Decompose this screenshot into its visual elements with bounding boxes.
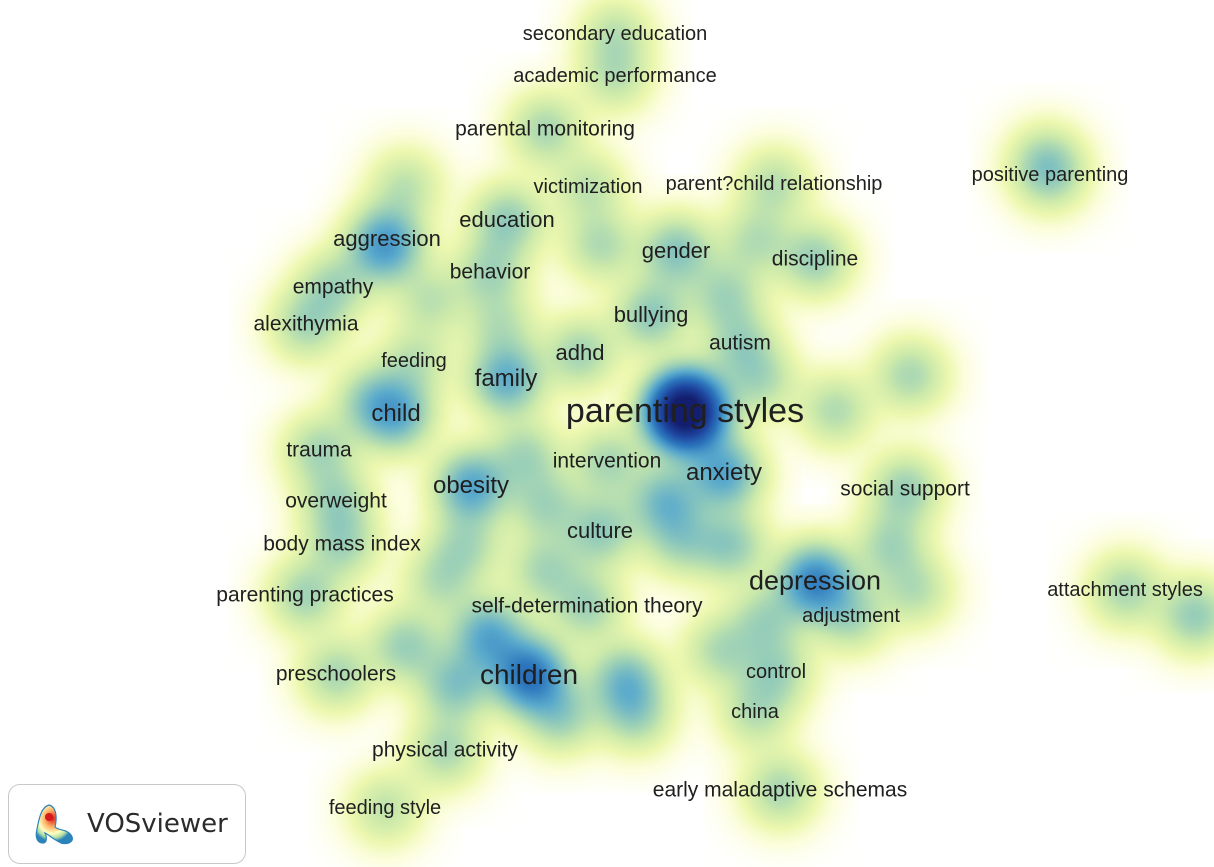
term-parenting-styles[interactable]: parenting styles <box>565 392 805 430</box>
app-name: VOSviewer <box>87 809 228 839</box>
term-secondary-education[interactable]: secondary education <box>522 23 708 45</box>
term-self-determination-theory[interactable]: self-determination theory <box>471 594 703 618</box>
term-children[interactable]: children <box>479 659 579 690</box>
term-adjustment[interactable]: adjustment <box>802 605 900 627</box>
term-attachment-styles[interactable]: attachment styles <box>1047 579 1203 601</box>
term-bullying[interactable]: bullying <box>613 302 689 327</box>
term-victimization[interactable]: victimization <box>533 176 643 198</box>
term-trauma[interactable]: trauma <box>286 438 352 462</box>
term-discipline[interactable]: discipline <box>771 247 859 271</box>
term-empathy[interactable]: empathy <box>292 275 374 299</box>
term-feeding-style[interactable]: feeding style <box>328 797 442 819</box>
term-china[interactable]: china <box>731 701 779 723</box>
term-autism[interactable]: autism <box>709 331 771 355</box>
term-adhd[interactable]: adhd <box>555 340 605 365</box>
term-parenting-practices[interactable]: parenting practices <box>216 583 394 607</box>
vosviewer-logo: VOSviewer <box>8 784 246 864</box>
term-anxiety[interactable]: anxiety <box>685 459 763 486</box>
term-preschoolers[interactable]: preschoolers <box>275 662 397 686</box>
term-obesity[interactable]: obesity <box>432 472 510 499</box>
term-parental-monitoring[interactable]: parental monitoring <box>455 117 635 141</box>
term-gender[interactable]: gender <box>641 238 711 263</box>
term-early-maladaptive-schemas[interactable]: early maladaptive schemas <box>652 778 908 802</box>
term-social-support[interactable]: social support <box>840 477 970 501</box>
term-alexithymia[interactable]: alexithymia <box>253 312 359 336</box>
term-intervention[interactable]: intervention <box>552 449 662 473</box>
term-child[interactable]: child <box>371 400 421 427</box>
term-culture[interactable]: culture <box>566 518 634 543</box>
term-body-mass-index[interactable]: body mass index <box>263 532 421 556</box>
term-education[interactable]: education <box>459 207 555 232</box>
term-overweight[interactable]: overweight <box>285 489 387 513</box>
term-family[interactable]: family <box>474 365 538 392</box>
vosviewer-logo-icon <box>35 804 73 845</box>
term-aggression[interactable]: aggression <box>333 226 441 251</box>
term-parent-child-relationship[interactable]: parent?child relationship <box>665 173 883 195</box>
term-feeding[interactable]: feeding <box>381 350 447 372</box>
term-behavior[interactable]: behavior <box>449 260 531 284</box>
term-depression[interactable]: depression <box>748 565 882 596</box>
term-academic-performance[interactable]: academic performance <box>513 65 717 87</box>
term-physical-activity[interactable]: physical activity <box>372 738 518 762</box>
term-control[interactable]: control <box>745 661 807 683</box>
term-positive-parenting[interactable]: positive parenting <box>971 164 1129 186</box>
